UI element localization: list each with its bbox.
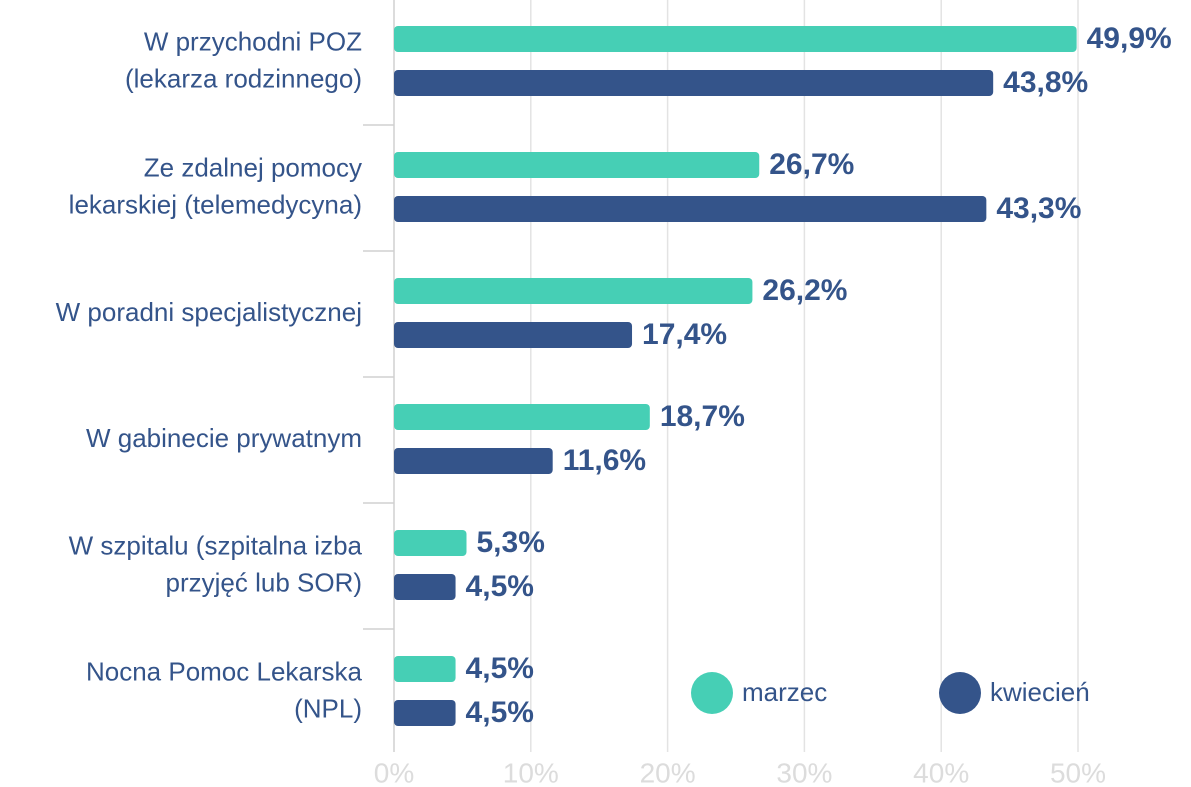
legend-label: kwiecień [990, 677, 1090, 707]
bar [394, 700, 456, 726]
x-tick-label: 30% [776, 757, 832, 787]
value-label: 4,5% [466, 570, 534, 603]
bar [394, 322, 633, 348]
bar [394, 196, 987, 222]
category-label: W przychodni POZ (lekarza rodzinnego) [125, 26, 362, 93]
value-label: 17,4% [642, 318, 727, 351]
category-label: W gabinecie prywatnym [86, 423, 362, 453]
bar [394, 152, 760, 178]
bar [394, 574, 456, 600]
category-label: Nocna Pomoc Lekarska (NPL) [86, 656, 363, 723]
legend-label: marzec [742, 677, 827, 707]
value-label: 49,9% [1087, 22, 1172, 55]
value-label: 4,5% [466, 696, 534, 729]
category-label: W szpitalu (szpitalna izba przyjęć lub SO… [69, 530, 363, 597]
legend-swatch [691, 672, 733, 714]
value-label: 26,7% [769, 148, 854, 181]
x-tick-label: 50% [1050, 757, 1106, 787]
x-tick-label: 40% [913, 757, 969, 787]
value-label: 26,2% [762, 274, 847, 307]
x-tick-label: 10% [503, 757, 559, 787]
value-label: 5,3% [477, 526, 545, 559]
value-label: 43,3% [996, 192, 1081, 225]
bar [394, 448, 553, 474]
value-label: 43,8% [1003, 66, 1088, 99]
category-label: W poradni specjalistycznej [56, 297, 362, 327]
bar [394, 530, 467, 556]
bar [394, 278, 753, 304]
legend-swatch [939, 672, 981, 714]
bar [394, 404, 650, 430]
x-tick-label: 0% [374, 757, 414, 787]
category-label: Ze zdalnej pomocy lekarskiej (telemedycyn… [69, 152, 362, 219]
value-label: 11,6% [563, 444, 646, 477]
value-label: 18,7% [660, 400, 745, 433]
value-label: 4,5% [466, 652, 534, 685]
bar [394, 26, 1077, 52]
x-tick-label: 20% [640, 757, 696, 787]
bar [394, 656, 456, 682]
bar [394, 70, 994, 96]
